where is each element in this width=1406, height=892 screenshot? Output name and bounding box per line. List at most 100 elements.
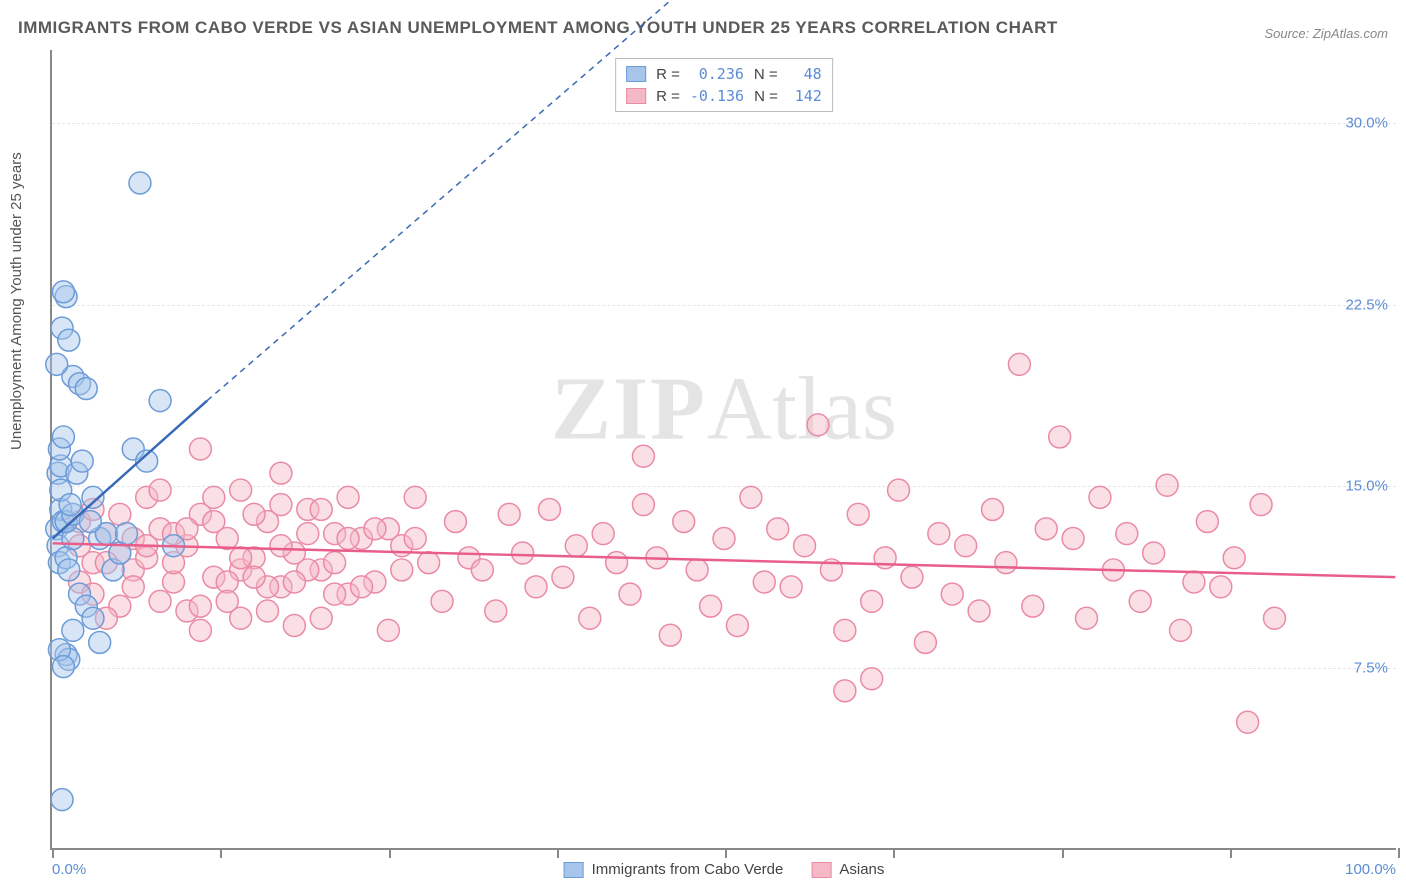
- data-point: [270, 462, 292, 484]
- data-point: [149, 590, 171, 612]
- data-point: [337, 486, 359, 508]
- legend-swatch: [626, 88, 646, 104]
- legend-r-label: R =: [656, 88, 680, 105]
- data-point: [189, 595, 211, 617]
- series-legend: Immigrants from Cabo Verde Asians: [564, 861, 885, 878]
- data-point: [52, 426, 74, 448]
- data-point: [579, 607, 601, 629]
- data-point: [283, 615, 305, 637]
- data-point: [659, 624, 681, 646]
- data-point: [713, 528, 735, 550]
- data-point: [565, 535, 587, 557]
- data-point: [58, 329, 80, 351]
- data-point: [1156, 474, 1178, 496]
- data-point: [351, 576, 373, 598]
- data-point: [632, 445, 654, 467]
- data-point: [686, 559, 708, 581]
- legend-swatch: [564, 862, 584, 878]
- data-point: [189, 619, 211, 641]
- data-point: [1076, 607, 1098, 629]
- correlation-legend: R =0.236N =48R =-0.136N =142: [615, 58, 833, 112]
- data-point: [753, 571, 775, 593]
- data-point: [149, 479, 171, 501]
- data-point: [404, 486, 426, 508]
- data-point: [243, 566, 265, 588]
- data-point: [324, 583, 346, 605]
- data-point: [337, 528, 359, 550]
- data-point: [431, 590, 453, 612]
- data-point: [51, 789, 73, 811]
- data-point: [116, 523, 138, 545]
- data-point: [861, 590, 883, 612]
- data-point: [283, 571, 305, 593]
- data-point: [1049, 426, 1071, 448]
- data-point: [324, 552, 346, 574]
- legend-label: Asians: [839, 861, 884, 878]
- legend-n-value: 48: [788, 65, 822, 83]
- x-tick: [1230, 848, 1232, 858]
- data-point: [847, 503, 869, 525]
- data-point: [982, 498, 1004, 520]
- legend-item: Immigrants from Cabo Verde: [564, 861, 784, 878]
- data-point: [230, 479, 252, 501]
- scatter-svg: [52, 50, 1396, 848]
- data-point: [270, 494, 292, 516]
- data-point: [230, 547, 252, 569]
- data-point: [189, 438, 211, 460]
- data-point: [257, 600, 279, 622]
- data-point: [941, 583, 963, 605]
- data-point: [1196, 511, 1218, 533]
- x-tick: [557, 848, 559, 858]
- data-point: [807, 414, 829, 436]
- data-point: [901, 566, 923, 588]
- legend-item: Asians: [811, 861, 884, 878]
- data-point: [62, 619, 84, 641]
- data-point: [1062, 528, 1084, 550]
- data-point: [418, 552, 440, 574]
- data-point: [216, 590, 238, 612]
- data-point: [391, 559, 413, 581]
- data-point: [552, 566, 574, 588]
- data-point: [203, 486, 225, 508]
- x-max-label: 100.0%: [1345, 861, 1396, 878]
- data-point: [968, 600, 990, 622]
- legend-row: R =0.236N =48: [626, 63, 822, 85]
- data-point: [1237, 711, 1259, 733]
- data-point: [673, 511, 695, 533]
- data-point: [243, 503, 265, 525]
- data-point: [485, 600, 507, 622]
- x-tick: [1062, 848, 1064, 858]
- data-point: [149, 390, 171, 412]
- data-point: [619, 583, 641, 605]
- x-tick: [52, 848, 54, 858]
- data-point: [498, 503, 520, 525]
- data-point: [59, 494, 81, 516]
- chart-title: IMMIGRANTS FROM CABO VERDE VS ASIAN UNEM…: [18, 18, 1058, 38]
- x-tick: [893, 848, 895, 858]
- data-point: [377, 619, 399, 641]
- legend-n-label: N =: [754, 88, 778, 105]
- x-tick: [1398, 848, 1400, 858]
- data-point: [525, 576, 547, 598]
- source-attribution: Source: ZipAtlas.com: [1264, 26, 1388, 41]
- data-point: [834, 680, 856, 702]
- data-point: [780, 576, 802, 598]
- data-point: [203, 511, 225, 533]
- data-point: [767, 518, 789, 540]
- data-point: [834, 619, 856, 641]
- legend-n-label: N =: [754, 66, 778, 83]
- data-point: [89, 631, 111, 653]
- legend-row: R =-0.136N =142: [626, 85, 822, 107]
- data-point: [1143, 542, 1165, 564]
- data-point: [928, 523, 950, 545]
- data-point: [740, 486, 762, 508]
- data-point: [538, 498, 560, 520]
- data-point: [1183, 571, 1205, 593]
- data-point: [79, 511, 101, 533]
- data-point: [606, 552, 628, 574]
- data-point: [404, 528, 426, 550]
- data-point: [794, 535, 816, 557]
- data-point: [1223, 547, 1245, 569]
- data-point: [955, 535, 977, 557]
- data-point: [995, 552, 1017, 574]
